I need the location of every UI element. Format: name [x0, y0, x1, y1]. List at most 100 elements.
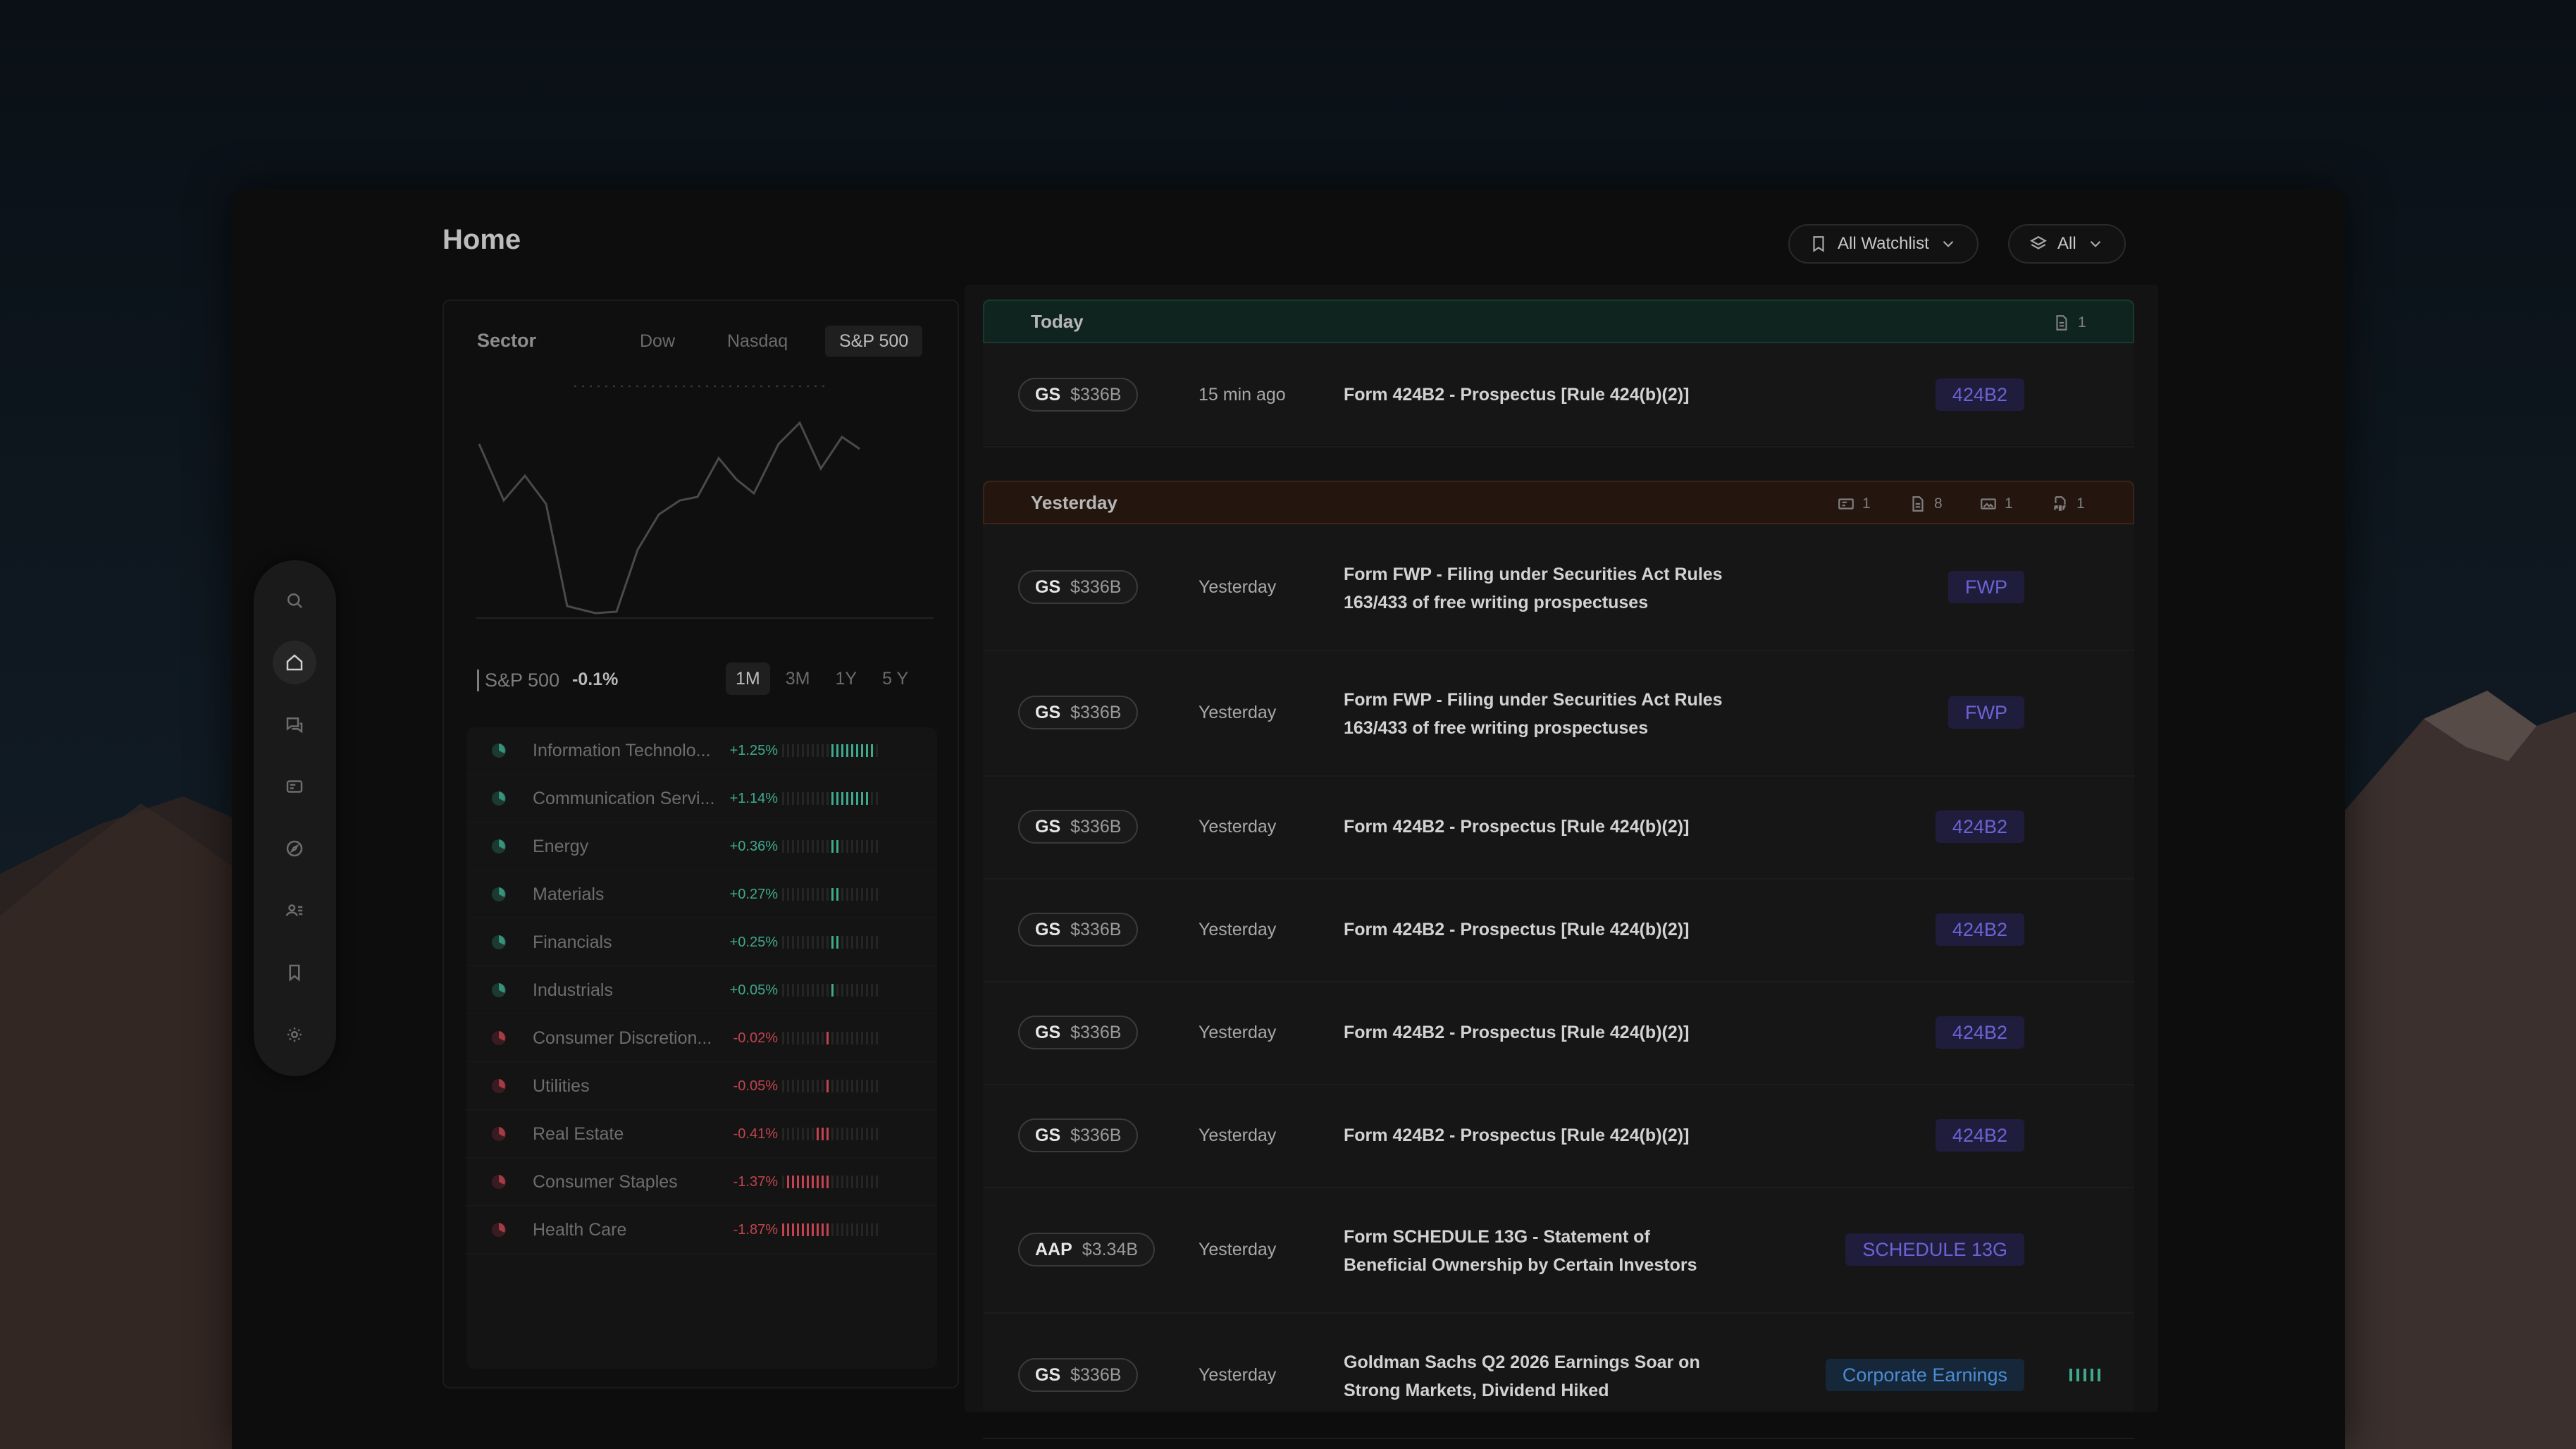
sector-strength-bars: [782, 744, 878, 757]
sidebar-item-search[interactable]: [273, 579, 316, 622]
sector-row[interactable]: Energy +0.36%: [466, 823, 937, 870]
ticker-symbol: GS: [1035, 919, 1061, 939]
sidebar-item-chat[interactable]: [273, 703, 316, 746]
sector-row[interactable]: Consumer Discretion... -0.02%: [466, 1015, 937, 1062]
filing-type-badge[interactable]: 424B2: [1935, 378, 2024, 411]
range-1y[interactable]: 1Y: [835, 668, 857, 689]
sector-row[interactable]: Communication Servi... +1.14%: [466, 775, 937, 822]
ticker-chip[interactable]: AAP $3.34B: [1018, 1233, 1156, 1266]
filing-type-badge[interactable]: 424B2: [1935, 1119, 2024, 1152]
market-cap: $336B: [1070, 816, 1122, 837]
tab-nasdaq[interactable]: Nasdaq: [727, 331, 788, 351]
sidebar-item-bookmarks[interactable]: [273, 951, 316, 994]
filing-title[interactable]: Goldman Sachs Q2 2026 Earnings Soar on S…: [1344, 1352, 1700, 1400]
sidebar-item-settings[interactable]: [273, 1013, 316, 1056]
sector-row[interactable]: Real Estate -0.41%: [466, 1111, 937, 1158]
sidebar-item-people[interactable]: [273, 889, 316, 932]
sector-strength-bars: [782, 984, 878, 997]
index-label: S&P 500: [477, 670, 559, 691]
filing-type-badge[interactable]: Corporate Earnings: [1825, 1359, 2024, 1391]
ticker-chip[interactable]: GS $336B: [1018, 570, 1139, 604]
sector-row[interactable]: Consumer Staples -1.37%: [466, 1159, 937, 1206]
ticker-chip[interactable]: GS $336B: [1018, 378, 1139, 412]
filing-type-badge[interactable]: FWP: [1948, 571, 2024, 603]
sector-name: Consumer Staples: [533, 1171, 678, 1192]
filing-type-badge[interactable]: 424B2: [1935, 810, 2024, 843]
sidebar-item-home[interactable]: [273, 641, 316, 684]
type-filter-label: All: [2057, 234, 2076, 253]
filing-title[interactable]: Form 424B2 - Prospectus [Rule 424(b)(2)]: [1344, 1023, 1690, 1042]
range-5y[interactable]: 5 Y: [882, 668, 909, 689]
market-cap: $3.34B: [1082, 1239, 1139, 1259]
tab-sp500[interactable]: S&P 500: [825, 326, 923, 357]
filing-type-badge[interactable]: SCHEDULE 13G: [1845, 1233, 2024, 1266]
feed-row[interactable]: AAP $3.34B Yesterday Form SCHEDULE 13G - St…: [983, 1187, 2134, 1314]
feed-row[interactable]: GS $336B Yesterday Form FWP - Filing under …: [983, 524, 2134, 651]
home-icon: [286, 654, 303, 671]
sector-row[interactable]: Industrials +0.05%: [466, 967, 937, 1014]
feed-row[interactable]: GS $336B 15 min ago Form 424B2 - Prospectus…: [983, 343, 2134, 448]
filing-title[interactable]: Form SCHEDULE 13G - Statement of Benefic…: [1344, 1227, 1697, 1275]
filing-type-badge[interactable]: 424B2: [1935, 1016, 2024, 1049]
watchlist-filter[interactable]: All Watchlist: [1788, 224, 1979, 264]
tab-dow[interactable]: Dow: [640, 331, 676, 351]
image-icon: [1981, 498, 1996, 510]
users-icon: [285, 904, 303, 917]
filing-time: Yesterday: [1199, 1240, 1277, 1259]
sector-panel-title: Sector: [477, 330, 537, 351]
sector-strength-bars: [782, 1128, 878, 1140]
sector-pie-icon: [492, 1127, 506, 1141]
filing-time: Yesterday: [1199, 703, 1277, 722]
filing-title[interactable]: Form FWP - Filing under Securities Act R…: [1344, 565, 1723, 612]
ticker-chip[interactable]: GS $336B: [1018, 696, 1139, 729]
filing-type-badge[interactable]: FWP: [1948, 696, 2024, 729]
ticker-chip[interactable]: GS $336B: [1018, 1016, 1139, 1049]
filing-title[interactable]: Form 424B2 - Prospectus [Rule 424(b)(2)]: [1344, 920, 1690, 939]
sector-change: +0.36%: [729, 838, 778, 854]
ticker-symbol: GS: [1035, 816, 1061, 837]
range-1m[interactable]: 1M: [726, 662, 770, 695]
ticker-chip[interactable]: GS $336B: [1018, 1118, 1139, 1152]
market-cap: $336B: [1070, 1364, 1122, 1385]
filing-time: Yesterday: [1199, 1365, 1277, 1385]
sector-change: +0.27%: [729, 886, 778, 902]
ticker-symbol: GS: [1035, 1022, 1061, 1042]
filing-title[interactable]: Form FWP - Filing under Securities Act R…: [1344, 690, 1723, 738]
sector-row[interactable]: Financials +0.25%: [466, 919, 937, 966]
sector-pie-icon: [492, 839, 506, 853]
feed-row[interactable]: GS $336B Yesterday Form 424B2 - Prospectus …: [983, 775, 2134, 880]
sector-strength-bars: [782, 1176, 878, 1188]
sector-strength-bars: [782, 792, 878, 805]
filing-title[interactable]: Form 424B2 - Prospectus [Rule 424(b)(2)]: [1344, 817, 1690, 837]
ticker-symbol: GS: [1035, 702, 1061, 722]
ticker-chip[interactable]: GS $336B: [1018, 1358, 1139, 1392]
chat-icon: [286, 717, 303, 734]
filing-title[interactable]: Form 424B2 - Prospectus [Rule 424(b)(2)]: [1344, 1126, 1690, 1145]
sector-change: +1.25%: [729, 742, 778, 758]
type-filter[interactable]: All: [2008, 224, 2126, 264]
sector-name: Financials: [533, 932, 612, 952]
sidebar-item-card[interactable]: [273, 765, 316, 808]
filing-type-badge[interactable]: 424B2: [1935, 913, 2024, 946]
feed-row[interactable]: GS $336B Yesterday Form FWP - Filing under …: [983, 650, 2134, 777]
sector-name: Information Technolo...: [533, 740, 711, 760]
ticker-chip[interactable]: GS $336B: [1018, 810, 1139, 844]
sidebar-item-explore[interactable]: [273, 827, 316, 870]
sector-row[interactable]: Information Technolo... +1.25%: [466, 727, 937, 775]
feed-row[interactable]: GS $336B Yesterday Goldman Sachs Q2 2026 Ea…: [983, 1312, 2134, 1439]
filing-title[interactable]: Form 424B2 - Prospectus [Rule 424(b)(2)]: [1344, 385, 1690, 405]
range-3m[interactable]: 3M: [785, 668, 810, 689]
sector-row[interactable]: Health Care -1.87%: [466, 1207, 937, 1254]
sector-row[interactable]: Utilities -0.05%: [466, 1063, 937, 1110]
sector-pie-icon: [492, 887, 506, 901]
sector-change: +0.25%: [729, 934, 778, 950]
yesterday-news-count: 1: [1837, 495, 1871, 513]
feed-row[interactable]: GS $336B Yesterday Form 424B2 - Prospectus …: [983, 878, 2134, 982]
sector-row[interactable]: Materials +0.27%: [466, 871, 937, 918]
feed-row[interactable]: GS $336B Yesterday Form 424B2 - Prospectus …: [983, 1084, 2134, 1188]
ticker-chip[interactable]: GS $336B: [1018, 913, 1139, 947]
sector-name: Real Estate: [533, 1123, 624, 1144]
index-line-chart: [476, 386, 934, 619]
gear-icon: [287, 1028, 302, 1042]
feed-row[interactable]: GS $336B Yesterday Form 424B2 - Prospectus …: [983, 981, 2134, 1085]
